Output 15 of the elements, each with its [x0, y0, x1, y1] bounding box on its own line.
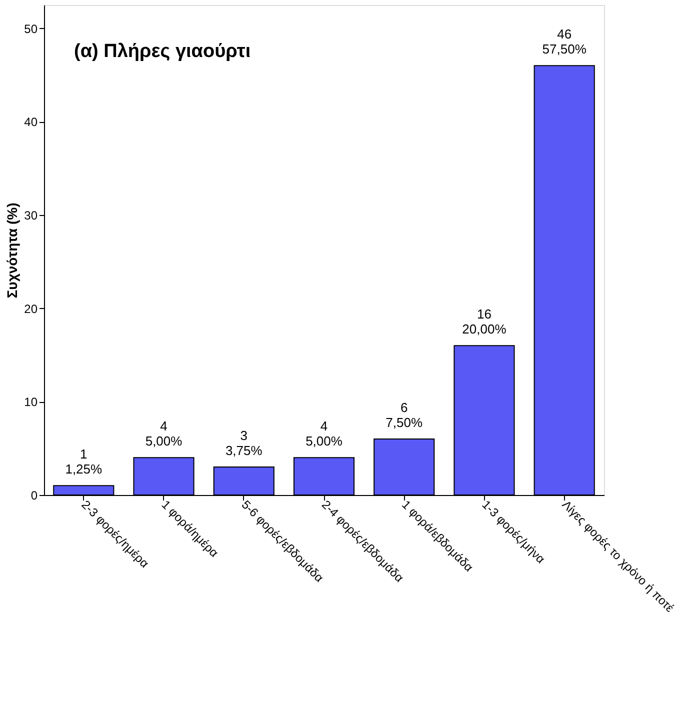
data-label: 16 20,00% [462, 306, 507, 337]
data-label: 1 1,25% [65, 446, 103, 477]
y-tick-label: 40 [24, 115, 38, 130]
y-tick-label: 10 [24, 395, 38, 410]
y-tick-label: 20 [24, 302, 38, 316]
data-label: 4 5,00% [306, 418, 343, 449]
text: (α) Πλήρες γιαούρτι [74, 41, 251, 62]
data-label: 6 7,50% [386, 400, 423, 430]
y-axis-title: Συχνότητα (%) [4, 202, 20, 298]
y-tick-label: 50 [24, 22, 38, 36]
y-tick-label: 0 [30, 488, 38, 502]
data-label: 3 3,75% [225, 428, 263, 458]
data-label: 4 5,00% [145, 418, 183, 449]
y-tick-label: 30 [24, 208, 38, 222]
data-label: 46 57,50% [542, 26, 587, 57]
